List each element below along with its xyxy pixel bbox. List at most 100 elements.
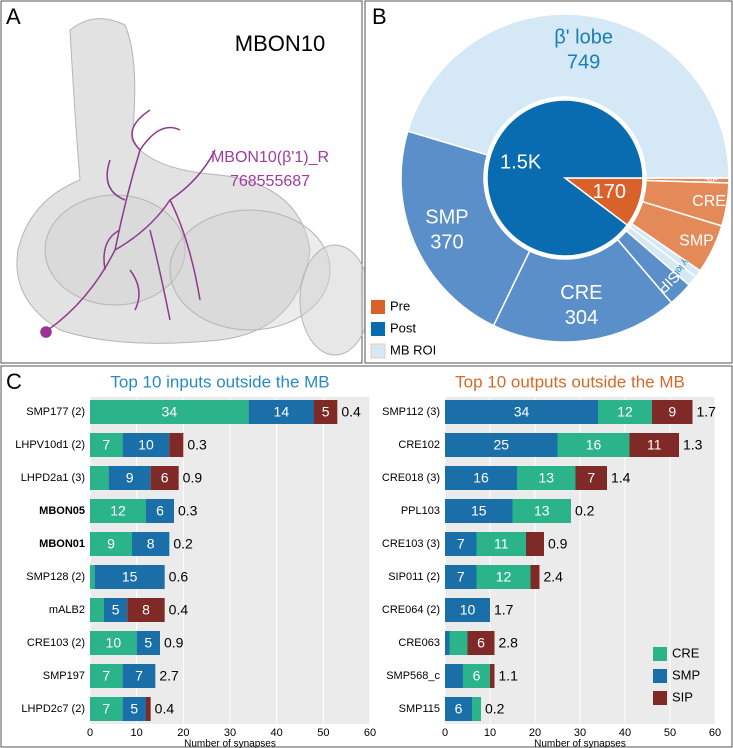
legend-label: CRE: [672, 645, 700, 660]
category-label: PPL103: [401, 505, 440, 517]
ring-value-label: 749: [567, 52, 600, 74]
bar-segment: [490, 664, 495, 688]
bar-segment: [90, 400, 249, 424]
panel-letter: C: [6, 369, 22, 394]
bar-segment: [90, 664, 123, 688]
end-label: 0.9: [183, 470, 203, 486]
bar-segment: [449, 631, 468, 655]
end-label: 0.4: [155, 701, 175, 717]
chart-title: Top 10 inputs outside the MB: [110, 372, 329, 391]
legend-swatch: [371, 322, 385, 336]
end-label: 0.2: [485, 701, 505, 717]
end-label: 0.4: [341, 404, 361, 420]
pie-value-label: 1.5K: [500, 151, 542, 173]
bar-value-label: 6: [455, 701, 463, 717]
category-label: CRE102: [398, 439, 440, 451]
bar-value-label: 7: [457, 569, 465, 585]
bar-value-label: 15: [471, 503, 487, 519]
bar-value-label: 11: [647, 437, 662, 453]
bar-segment: [476, 565, 531, 589]
ring-label: CRE: [692, 193, 726, 210]
end-label: 0.2: [173, 536, 193, 552]
bar-segment: [136, 631, 160, 655]
category-label: SIP011 (2): [388, 571, 440, 583]
bar-segment: [314, 400, 338, 424]
ring-label: SIP: [704, 175, 719, 185]
end-label: 2.7: [159, 668, 179, 684]
bar-value-label: 5: [112, 602, 120, 618]
ring-segment: [492, 238, 673, 343]
bar-segment: [108, 466, 151, 490]
bar-segment: [530, 565, 540, 589]
ring-segment: [406, 13, 730, 179]
bar-segment: [90, 499, 146, 523]
category-label: CRE064 (2): [382, 604, 440, 616]
ring-label: CRE: [560, 282, 602, 304]
end-label: 0.9: [164, 635, 184, 651]
bar-value-label: 7: [102, 668, 110, 684]
bar-value-label: 16: [473, 470, 489, 486]
panel-title: MBON10: [235, 31, 325, 56]
bar-segment: [150, 466, 179, 490]
bar-value-label: 15: [122, 569, 138, 585]
neuron-name: MBON10(β'1)_R: [211, 149, 329, 166]
chart-title: Top 10 outputs outside the MB: [455, 372, 685, 391]
x-tick-label: 0: [442, 727, 448, 739]
bar-segment: [557, 433, 630, 457]
x-tick-label: 30: [574, 727, 586, 739]
x-tick-label: 20: [529, 727, 541, 739]
bar-value-label: 34: [162, 404, 178, 420]
category-label: LHPD2c7 (2): [21, 703, 85, 715]
end-label: 0.3: [187, 437, 207, 453]
bar-segment: [122, 433, 170, 457]
x-tick-label: 40: [271, 727, 283, 739]
bar-value-label: 10: [106, 635, 122, 651]
bar-segment: [445, 400, 598, 424]
category-label: SMP568_c: [386, 670, 440, 682]
neuron-soma: [40, 326, 52, 338]
bar-value-label: 10: [460, 602, 476, 618]
ring-value-label: 304: [565, 307, 598, 329]
bar-value-label: 7: [587, 470, 595, 486]
bar-segment: [652, 400, 693, 424]
category-label: MBON05: [39, 505, 85, 517]
bar-segment: [526, 532, 544, 556]
category-label: LHPV10d1 (2): [15, 439, 85, 451]
end-label: 0.2: [575, 503, 595, 519]
bar-segment: [445, 664, 463, 688]
pie-value-label: 170: [593, 181, 626, 203]
bar-segment: [575, 466, 607, 490]
bar-segment: [90, 532, 132, 556]
ring-label: SMP: [679, 233, 714, 250]
end-label: 0.4: [169, 602, 189, 618]
bar-value-label: 7: [102, 437, 110, 453]
legend-label: Post: [390, 320, 416, 335]
bar-value-label: 5: [322, 404, 330, 420]
x-tick-label: 50: [664, 727, 676, 739]
neuron-branch: [106, 109, 201, 321]
ring-segment: [400, 130, 531, 327]
legend-swatch: [371, 300, 385, 314]
legend-label: SIP: [672, 689, 693, 704]
category-label: SMP177 (2): [26, 406, 85, 418]
end-label: 1.7: [697, 404, 717, 420]
bar-value-label: 13: [534, 503, 550, 519]
end-label: 1.3: [683, 437, 703, 453]
bar-segment: [90, 433, 123, 457]
bar-value-label: 6: [473, 668, 481, 684]
category-label: CRE018 (3): [382, 472, 440, 484]
bar-value-label: 7: [135, 668, 143, 684]
bar-segment: [472, 697, 481, 721]
bar-segment: [146, 499, 174, 523]
bar-value-label: 7: [102, 701, 110, 717]
x-tick-label: 10: [484, 727, 496, 739]
bar-segment: [127, 598, 165, 622]
bar-value-label: 6: [477, 635, 485, 651]
bar-segment: [90, 697, 123, 721]
x-tick-label: 30: [224, 727, 236, 739]
bar-value-label: 8: [147, 536, 155, 552]
end-label: 0.9: [548, 536, 568, 552]
panel-letter: A: [6, 4, 21, 29]
